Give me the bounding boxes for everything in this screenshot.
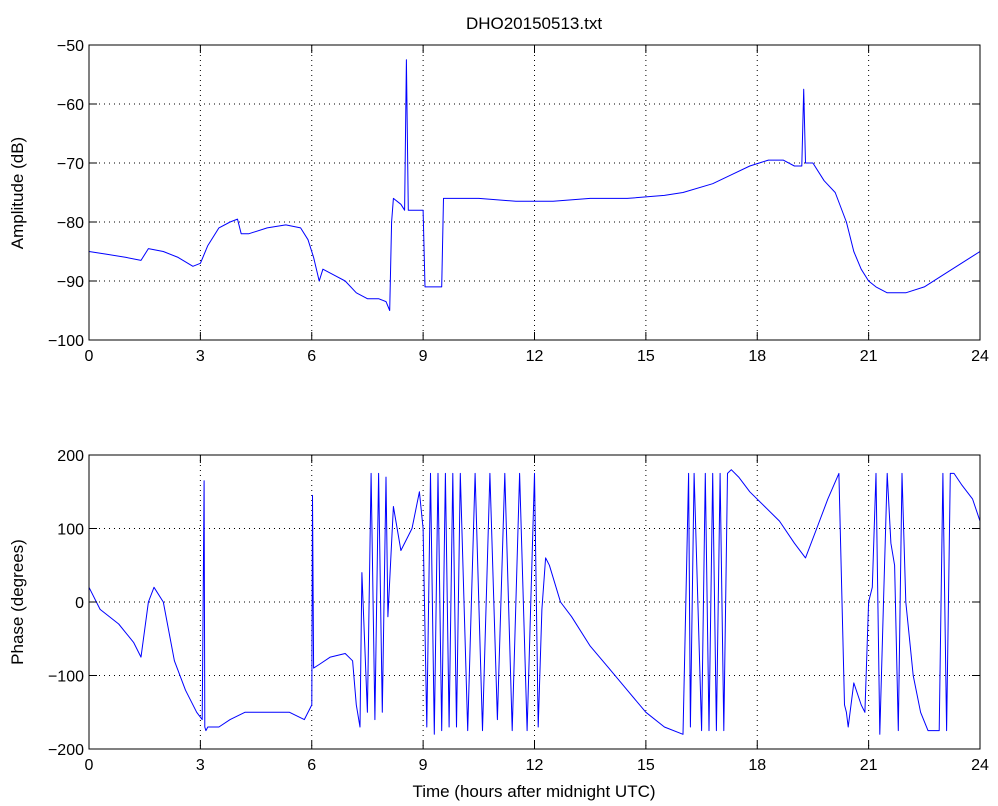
phase-series-line (88, 469, 981, 735)
phase-y-axis-label: Phase (degrees) (8, 539, 27, 665)
phase-x-tick-label: 18 (748, 757, 766, 774)
phase-plot: 0 3 6 9 12 15 18 21 24 −200 −100 0 100 200 Phase (deg… (8, 448, 989, 801)
amplitude-grid (89, 45, 980, 340)
phase-ticks: 0 3 6 9 12 15 18 21 24 −200 −100 0 100 200 (48, 448, 989, 774)
amplitude-x-tick-label: 24 (971, 348, 989, 365)
amplitude-x-tick-label: 12 (526, 348, 544, 365)
amplitude-y-tick-label: −50 (57, 38, 84, 55)
amplitude-x-tick-label: 21 (860, 348, 878, 365)
amplitude-y-tick-label: −60 (57, 97, 84, 114)
amplitude-series-line (88, 59, 981, 311)
phase-trace (88, 469, 981, 735)
phase-x-tick-label: 15 (637, 757, 655, 774)
phase-y-tick-label: 200 (57, 448, 84, 465)
phase-y-tick-label: 100 (57, 522, 84, 539)
amplitude-y-tick-label: −90 (57, 274, 84, 291)
chart-title: DHO20150513.txt (466, 14, 602, 33)
time-x-axis-label: Time (hours after midnight UTC) (412, 782, 655, 801)
phase-y-tick-label: 0 (75, 595, 84, 612)
amplitude-x-tick-label: 3 (196, 348, 205, 365)
phase-x-tick-label: 21 (860, 757, 878, 774)
amplitude-y-tick-label: −70 (57, 156, 84, 173)
phase-x-tick-label: 24 (971, 757, 989, 774)
phase-x-tick-label: 9 (419, 757, 428, 774)
phase-x-tick-label: 6 (307, 757, 316, 774)
amplitude-ticks: 0 3 6 9 12 15 18 21 24 −100 −90 −80 −70 −60 −50 (48, 38, 989, 365)
phase-x-tick-label: 0 (85, 757, 94, 774)
phase-y-tick-label: −200 (48, 742, 84, 759)
phase-y-tick-label: −100 (48, 669, 84, 686)
amplitude-x-tick-label: 18 (748, 348, 766, 365)
phase-x-tick-label: 12 (526, 757, 544, 774)
amplitude-plot: DHO20150513.txt 0 3 6 9 12 15 18 21 24 −100 −90 −80… (8, 14, 989, 365)
amplitude-x-tick-label: 6 (307, 348, 316, 365)
amplitude-trace (88, 59, 981, 311)
amplitude-y-tick-label: −80 (57, 215, 84, 232)
amplitude-x-tick-label: 15 (637, 348, 655, 365)
phase-x-tick-label: 3 (196, 757, 205, 774)
amplitude-y-tick-label: −100 (48, 333, 84, 350)
amplitude-x-tick-label: 0 (85, 348, 94, 365)
amplitude-y-axis-label: Amplitude (dB) (8, 137, 27, 249)
amplitude-x-tick-label: 9 (419, 348, 428, 365)
